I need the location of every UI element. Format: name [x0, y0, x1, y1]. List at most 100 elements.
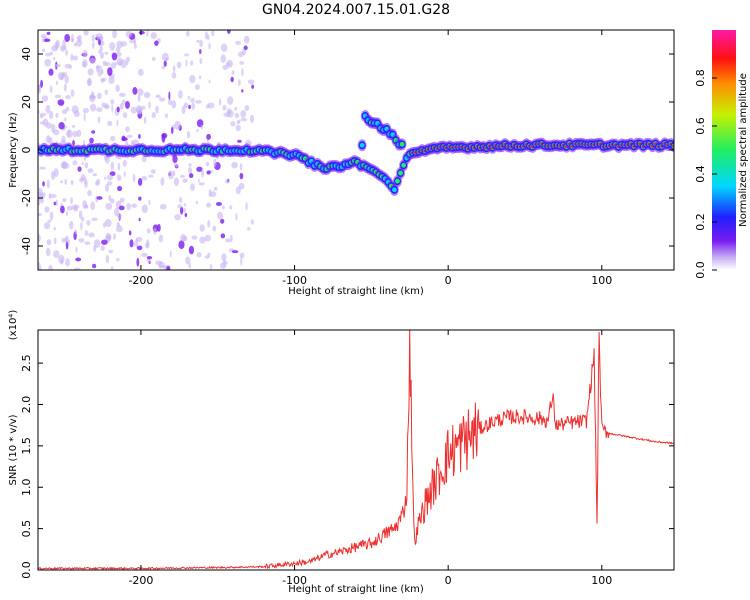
- heatmap-noise-cell: [243, 35, 250, 44]
- bottom-y-tick-label: 0.5: [20, 520, 33, 538]
- heatmap-noise-cell: [64, 34, 70, 43]
- bottom-y-tick-label: 0.0: [20, 561, 33, 579]
- heatmap-noise-cell: [213, 158, 217, 168]
- heatmap-noise-cell: [184, 212, 188, 217]
- heatmap-noise-cell: [40, 79, 43, 88]
- heatmap-noise-cell: [190, 183, 196, 192]
- heatmap-noise-cell: [60, 202, 63, 207]
- heatmap-noise-cell: [169, 250, 172, 258]
- colorbar-tick-label: 0.0: [694, 261, 707, 279]
- heatmap-noise-cell: [41, 192, 46, 198]
- heatmap-noise-cell: [111, 52, 118, 61]
- colorbar-tick-label: 0.6: [694, 117, 707, 135]
- heatmap-noise-cell: [168, 91, 171, 100]
- heatmap-noise-cell: [179, 206, 184, 215]
- heatmap-noise-cell: [168, 170, 174, 180]
- heatmap-noise-cell: [87, 68, 94, 76]
- heatmap-noise-cell: [65, 258, 70, 267]
- heatmap-noise-cell: [199, 39, 203, 48]
- heatmap-noise-cell: [130, 140, 135, 147]
- heatmap-noise-cell: [240, 109, 247, 118]
- heatmap-noise-cell: [186, 130, 191, 139]
- top-y-tick-label: 20: [20, 95, 33, 109]
- heatmap-noise-cell: [125, 126, 130, 133]
- heatmap-noise-cell: [125, 30, 133, 38]
- heatmap-noise-cell: [222, 64, 229, 71]
- heatmap-noise-cell: [65, 106, 70, 112]
- heatmap-noise-cell: [104, 89, 108, 96]
- heatmap-noise-cell: [43, 222, 51, 230]
- heatmap-noise-cell: [190, 60, 194, 66]
- heatmap-noise-cell: [199, 236, 206, 244]
- heatmap-noise-cell: [220, 233, 226, 239]
- heatmap-noise-cell: [99, 45, 103, 52]
- heatmap-noise-cell: [199, 49, 202, 55]
- heatmap-noise-cell: [97, 92, 102, 100]
- heatmap-noise-cell: [154, 40, 159, 46]
- heatmap-noise-cell: [247, 227, 251, 231]
- heatmap-noise-cell: [108, 76, 115, 84]
- heatmap-noise-cell: [89, 94, 96, 103]
- heatmap-noise-cell: [59, 180, 64, 184]
- heatmap-noise-cell: [38, 233, 41, 243]
- heatmap-noise-cell: [250, 219, 255, 225]
- heatmap-noise-cell: [69, 64, 72, 70]
- heatmap-noise-cell: [55, 81, 59, 85]
- heatmap-noise-cell: [53, 227, 57, 231]
- heatmap-noise-cell: [176, 61, 182, 69]
- heatmap-noise-cell: [240, 117, 248, 122]
- heatmap-noise-cell: [153, 227, 157, 235]
- heatmap-noise-cell: [119, 92, 126, 97]
- heatmap-noise-cell: [125, 101, 130, 109]
- heatmap-noise-cell: [55, 39, 60, 49]
- heatmap-noise-cell: [241, 48, 247, 56]
- heatmap-marks: [38, 30, 674, 270]
- heatmap-noise-cell: [171, 71, 177, 79]
- heatmap-noise-cell: [110, 62, 117, 70]
- heatmap-noise-cell: [78, 210, 83, 219]
- heatmap-noise-cell: [84, 230, 89, 236]
- colorbar: 0.0 0.2 0.4 0.6 0.8 Normalized spectral ampl…: [694, 30, 749, 279]
- heatmap-noise-cell: [143, 116, 147, 124]
- heatmap-noise-cell: [191, 102, 195, 111]
- heatmap-noise-cell: [38, 212, 43, 217]
- heatmap-noise-cell: [244, 105, 250, 112]
- heatmap-noise-cell: [91, 217, 98, 221]
- heatmap-noise-cell: [60, 161, 67, 169]
- heatmap-noise-cell: [237, 139, 242, 143]
- heatmap-noise-cell: [110, 99, 115, 105]
- heatmap-noise-cell: [116, 119, 119, 127]
- heatmap-noise-cell: [77, 166, 82, 172]
- heatmap-noise-cell: [196, 251, 202, 258]
- heatmap-noise-cell: [137, 68, 144, 76]
- heatmap-noise-cell: [116, 221, 120, 228]
- heatmap-noise-cell: [123, 171, 126, 177]
- heatmap-noise-cell: [213, 186, 218, 191]
- heatmap-noise-cell: [188, 104, 191, 110]
- heatmap-noise-cell: [131, 203, 138, 208]
- heatmap-noise-cell: [70, 53, 74, 62]
- heatmap-noise-cell: [96, 196, 103, 200]
- heatmap-noise-cell: [110, 266, 114, 270]
- heatmap-noise-cell: [146, 239, 150, 248]
- heatmap-noise-cell: [196, 129, 199, 133]
- heatmap-inner-cell: [399, 141, 405, 147]
- heatmap-noise-cell: [163, 60, 167, 67]
- heatmap-noise-cell: [100, 78, 105, 83]
- bottom-y-tick-label: 1.5: [20, 437, 33, 455]
- heatmap-noise-cell: [38, 83, 41, 91]
- heatmap-noise-cell: [53, 237, 57, 245]
- heatmap-noise-cell: [117, 162, 121, 171]
- heatmap-noise-cell: [237, 119, 241, 124]
- heatmap-noise-cell: [151, 112, 156, 119]
- heatmap-noise-cell: [209, 191, 217, 198]
- heatmap-noise-cell: [98, 39, 101, 46]
- heatmap-noise-cell: [155, 105, 159, 114]
- heatmap-noise-cell: [93, 239, 101, 249]
- heatmap-noise-cell: [239, 172, 244, 180]
- heatmap-noise-cell: [239, 61, 245, 65]
- heatmap-noise-cell: [230, 121, 236, 127]
- heatmap-noise-cell: [221, 205, 225, 210]
- heatmap-noise-cell: [234, 106, 238, 111]
- heatmap-noise-cell: [160, 203, 167, 210]
